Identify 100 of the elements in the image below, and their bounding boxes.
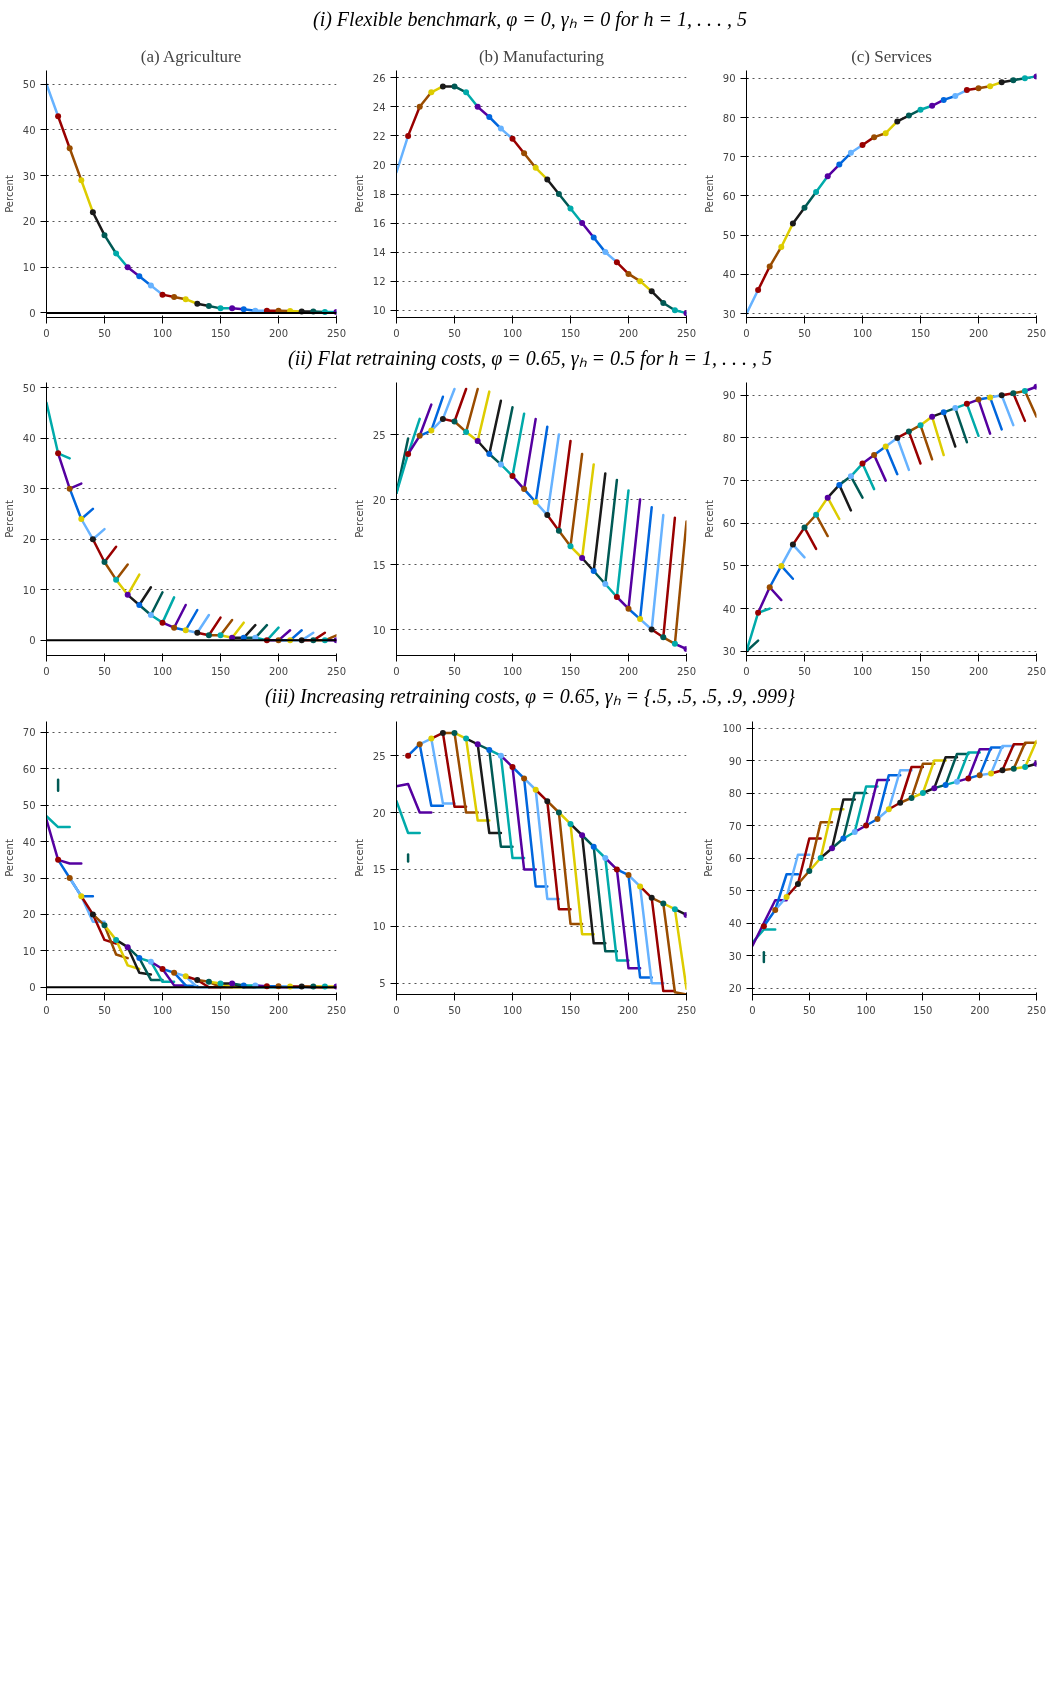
x-tick-label: 100 (502, 665, 523, 677)
x-tick-label: 250 (1026, 665, 1047, 677)
y-tick-label: 12 (372, 275, 386, 287)
x-tick-label: 150 (210, 1004, 231, 1016)
y-tick-label: 40 (722, 268, 736, 280)
y-tick-label: 10 (372, 624, 386, 636)
x-tick-label: 250 (326, 665, 347, 677)
x-tick-label: 100 (502, 1004, 523, 1016)
x-tick-label: 250 (326, 327, 347, 339)
y-tick-label: 90 (722, 72, 736, 84)
x-tick-label: 250 (676, 327, 697, 339)
y-axis-title: Percent (353, 500, 365, 538)
y-tick-label: 70 (22, 727, 36, 739)
y-tick-label: 30 (722, 308, 736, 320)
x-tick-label: 0 (743, 665, 750, 677)
x-tick-label: 0 (393, 1004, 400, 1016)
x-tick-label: 0 (393, 665, 400, 677)
x-tick-label: 200 (618, 327, 639, 339)
x-tick-label: 50 (802, 1004, 816, 1016)
y-axis-title: Percent (703, 174, 715, 213)
y-tick-label: 20 (22, 216, 36, 228)
x-tick-label: 50 (98, 327, 111, 339)
y-tick-label: 30 (728, 950, 742, 962)
y-tick-label: 0 (29, 307, 36, 319)
chart-subtitle: (ii) Flat retraining costs, φ = 0.65, γₕ = 0.5 for h = 1, . . . , 5 (288, 345, 772, 372)
y-tick-label: 70 (722, 151, 736, 163)
x-tick-label: 100 (502, 327, 523, 339)
x-tick-label: 200 (268, 1004, 289, 1016)
y-tick-label: 10 (22, 945, 36, 957)
x-tick-label: 200 (618, 1004, 639, 1016)
y-tick-label: 40 (22, 836, 36, 848)
y-tick-label: 14 (372, 246, 386, 258)
x-tick-label: 100 (852, 665, 873, 677)
y-tick-label: 15 (372, 864, 386, 876)
x-tick-label: 150 (560, 665, 581, 677)
y-tick-label: 5 (379, 977, 386, 989)
chart-title: (a) Agriculture (140, 46, 242, 66)
chart-title: (b) Manufacturing (478, 46, 605, 66)
y-axis-title: Percent (703, 838, 715, 877)
y-tick-label: 30 (22, 170, 36, 182)
y-tick-label: 30 (22, 483, 36, 495)
y-tick-label: 50 (722, 561, 736, 573)
x-tick-label: 250 (1026, 1004, 1047, 1016)
x-tick-label: 50 (448, 665, 461, 677)
x-tick-label: 100 (856, 1004, 876, 1016)
y-tick-label: 50 (22, 799, 36, 811)
y-tick-label: 20 (22, 909, 36, 921)
x-tick-label: 50 (448, 1004, 461, 1016)
x-tick-label: 0 (393, 327, 400, 339)
y-axis-title: Percent (3, 838, 15, 877)
y-tick-label: 50 (722, 229, 736, 241)
y-tick-label: 60 (22, 763, 36, 775)
x-tick-label: 200 (968, 327, 989, 339)
y-tick-label: 30 (722, 646, 736, 658)
y-tick-label: 40 (722, 603, 736, 615)
x-tick-label: 150 (913, 1004, 933, 1016)
y-tick-label: 30 (22, 872, 36, 884)
chart-title: (c) Services (851, 46, 932, 66)
y-tick-label: 15 (372, 559, 386, 571)
x-tick-label: 0 (43, 1004, 50, 1016)
x-tick-label: 200 (268, 665, 289, 677)
y-tick-label: 100 (722, 722, 742, 734)
y-tick-label: 50 (728, 885, 742, 897)
x-tick-label: 50 (98, 1004, 111, 1016)
x-tick-label: 50 (798, 327, 811, 339)
y-axis-title: Percent (703, 500, 715, 538)
y-axis-title: Percent (3, 174, 15, 213)
x-tick-label: 50 (798, 665, 811, 677)
y-tick-label: 20 (22, 534, 36, 546)
y-tick-label: 20 (372, 807, 386, 819)
y-tick-label: 10 (372, 304, 386, 316)
y-tick-label: 22 (372, 130, 386, 142)
x-tick-label: 0 (43, 327, 50, 339)
x-tick-label: 0 (749, 1004, 756, 1016)
x-tick-label: 150 (560, 1004, 581, 1016)
y-tick-label: 80 (722, 112, 736, 124)
x-tick-label: 50 (98, 665, 111, 677)
y-tick-label: 70 (722, 475, 736, 487)
x-tick-label: 0 (743, 327, 750, 339)
y-tick-label: 24 (372, 101, 386, 113)
y-axis-title: Percent (353, 838, 365, 877)
y-axis-title: Percent (3, 500, 15, 538)
x-tick-label: 100 (152, 1004, 173, 1016)
y-tick-label: 10 (372, 920, 386, 932)
y-tick-label: 80 (728, 787, 742, 799)
y-tick-label: 90 (722, 390, 736, 402)
y-tick-label: 25 (372, 429, 386, 441)
y-tick-label: 25 (372, 750, 386, 762)
y-tick-label: 20 (372, 159, 386, 171)
y-tick-label: 26 (372, 72, 386, 84)
y-tick-label: 18 (372, 188, 386, 200)
x-tick-label: 250 (1026, 327, 1047, 339)
x-tick-label: 250 (326, 1004, 347, 1016)
y-tick-label: 80 (722, 433, 736, 445)
y-tick-label: 60 (722, 518, 736, 530)
x-tick-label: 100 (152, 327, 173, 339)
chart-subtitle: (i) Flexible benchmark, φ = 0, γₕ = 0 for h = 1, . . . , 5 (312, 7, 748, 33)
y-tick-label: 10 (22, 584, 36, 596)
x-tick-label: 250 (676, 665, 697, 677)
x-tick-label: 100 (852, 327, 873, 339)
